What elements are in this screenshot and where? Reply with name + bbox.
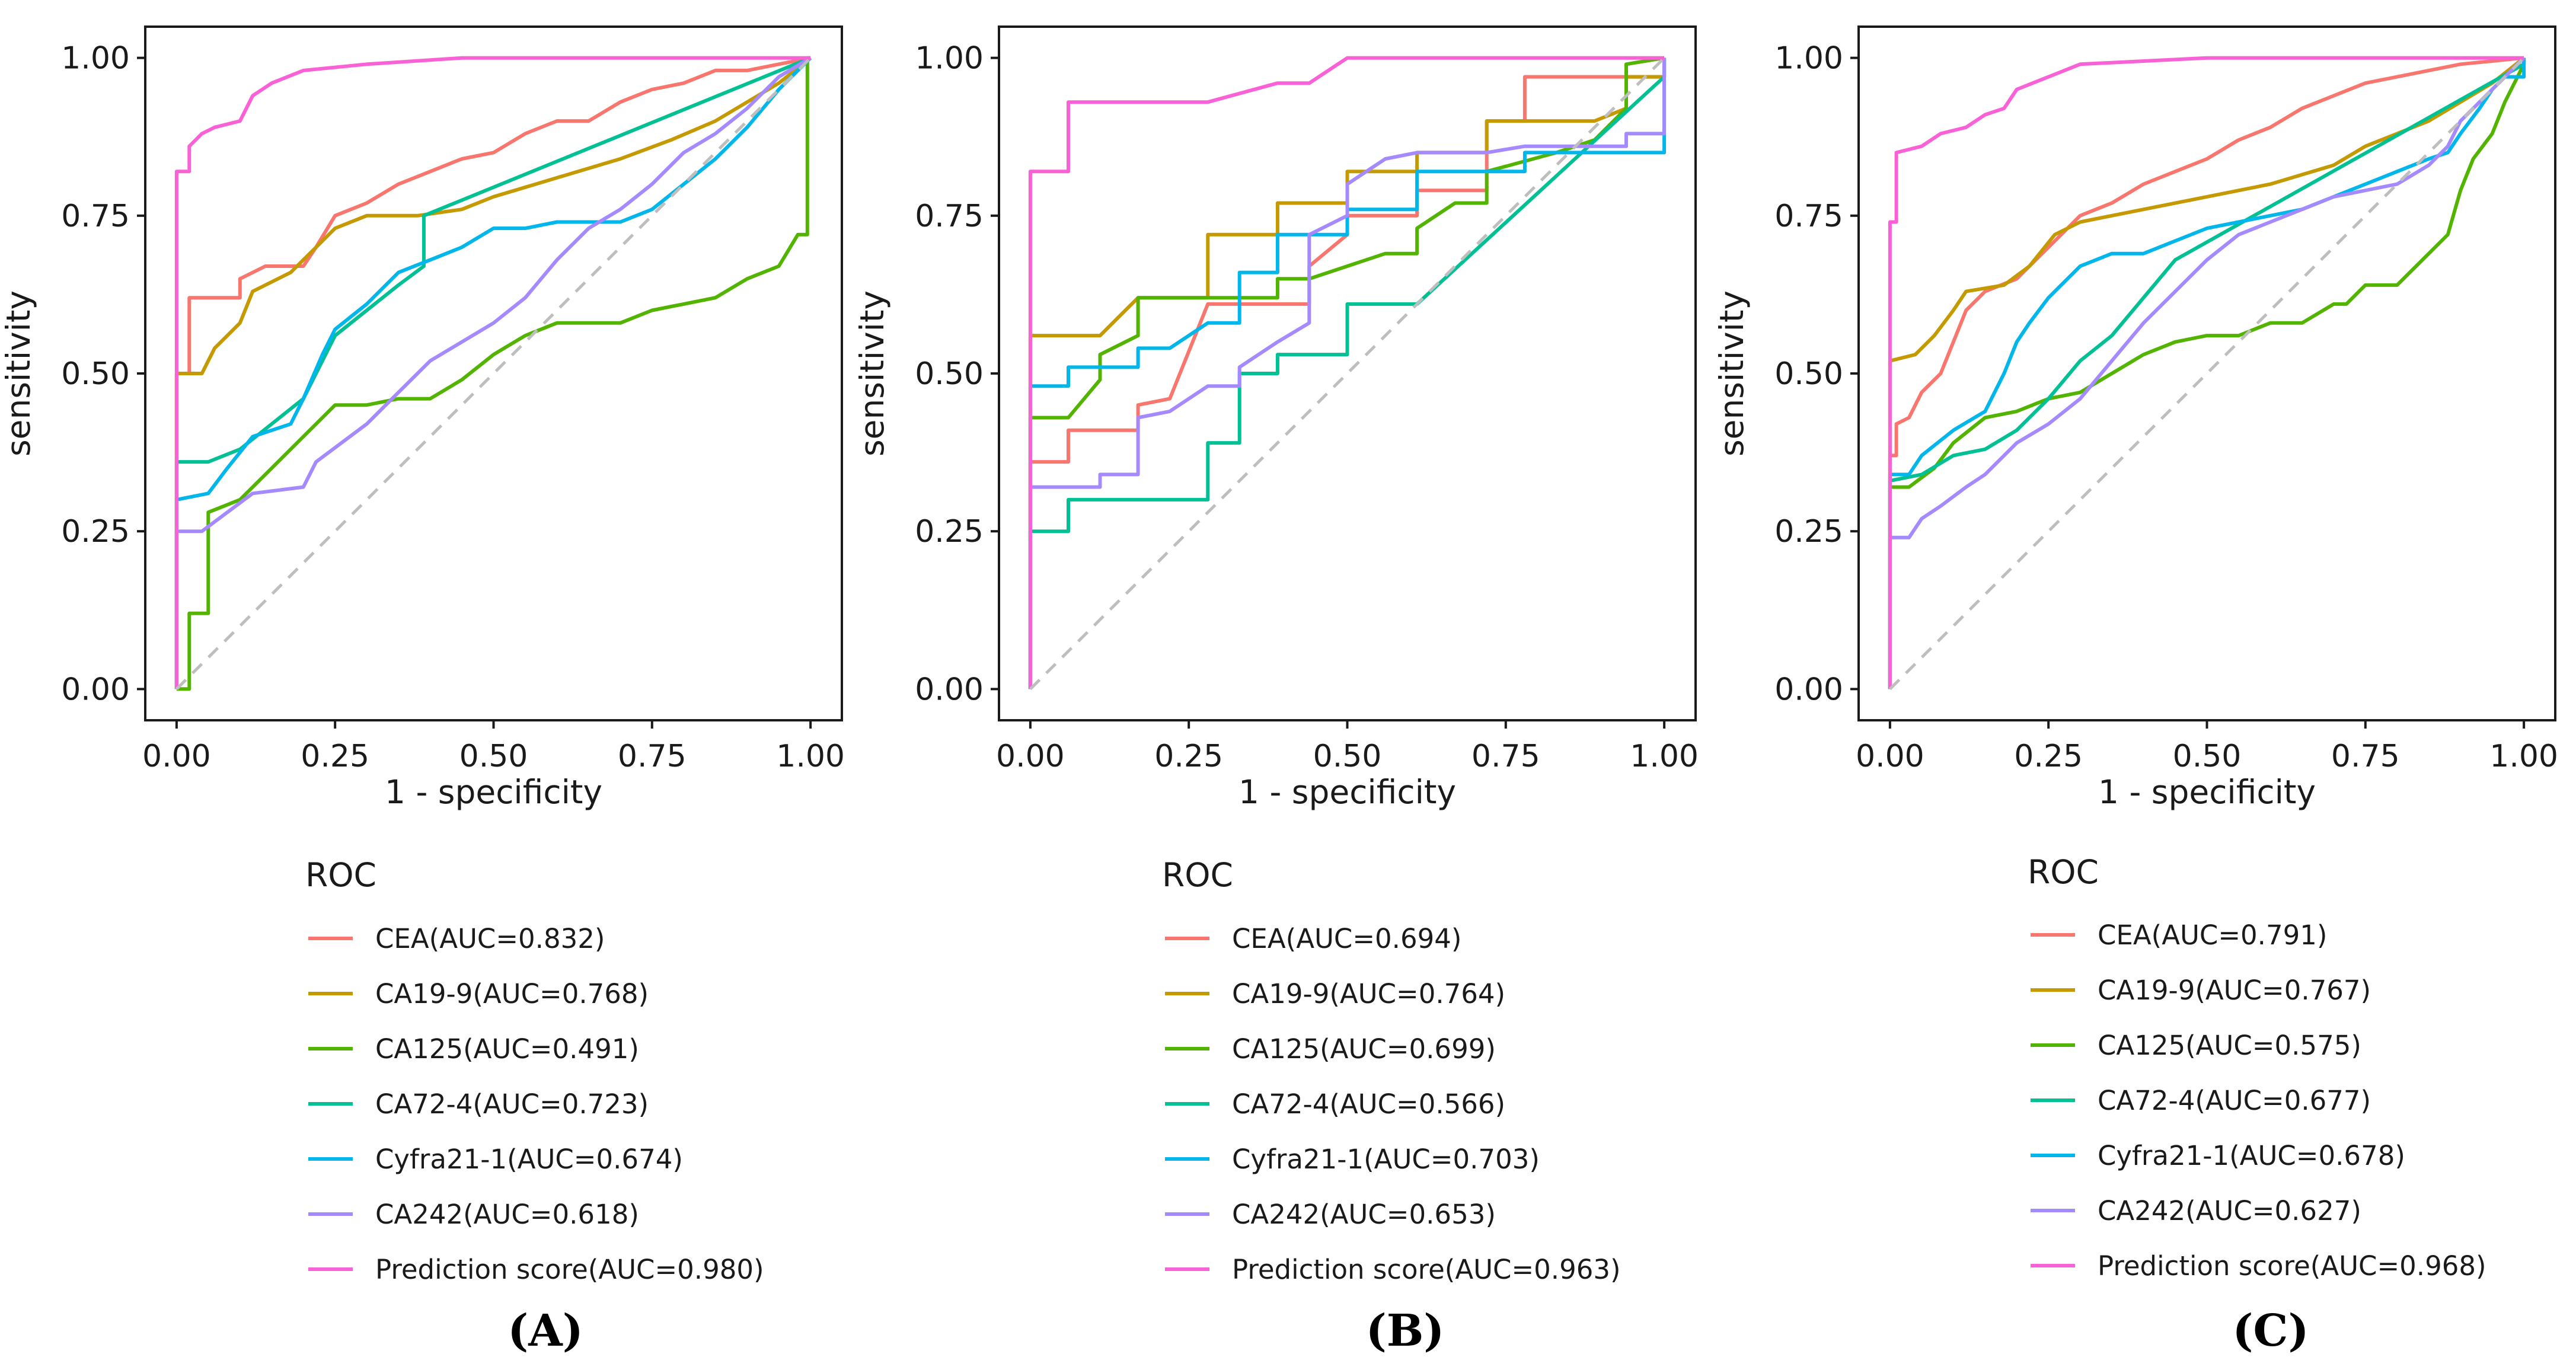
- roc-line-cyfra21-1: [174, 56, 812, 689]
- x-tick-label: 1.00: [776, 739, 845, 774]
- x-tick-label: 0.75: [618, 739, 687, 774]
- roc-line-ca72-4: [1888, 58, 2526, 689]
- roc-line-ca125: [1888, 58, 2526, 689]
- roc-line-prediction-score: [174, 56, 811, 689]
- legend-label-ca19-9: CA19-9(AUC=0.764): [1232, 978, 1505, 1010]
- y-tick-label: 0.50: [61, 356, 130, 392]
- legend-label-ca125: CA125(AUC=0.491): [375, 1033, 639, 1065]
- legend-label-ca242: CA242(AUC=0.627): [2098, 1195, 2361, 1227]
- legend-label-ca125: CA125(AUC=0.699): [1232, 1033, 1496, 1065]
- x-tick-label: 0.00: [996, 739, 1065, 774]
- roc-line-cyfra21-1: [1888, 58, 2526, 689]
- y-axis-title: sensitivity: [1713, 290, 1751, 456]
- x-tick-label: 0.25: [301, 739, 369, 774]
- legend-label-ca72-4: CA72-4(AUC=0.723): [375, 1088, 649, 1120]
- x-tick-label: 0.75: [2331, 739, 2400, 774]
- legend-title: ROC: [2028, 853, 2099, 891]
- roc-line-cea: [174, 56, 811, 689]
- x-tick-label: 0.00: [1856, 739, 1924, 774]
- diagonal-reference-line: [1029, 56, 1665, 691]
- y-tick-label: 0.00: [61, 672, 130, 707]
- x-tick-label: 1.00: [1630, 739, 1699, 774]
- x-tick-label: 0.50: [1313, 739, 1382, 774]
- x-axis-title: 1 - specificity: [2098, 773, 2316, 811]
- y-tick-label: 0.25: [915, 514, 984, 550]
- y-tick-label: 0.75: [915, 199, 984, 234]
- roc-line-cyfra21-1: [1028, 58, 1667, 689]
- legend-label-ca125: CA125(AUC=0.575): [2098, 1030, 2361, 1061]
- roc-panel-1: 0.00 0.25 0.50 0.75 1.00 0.00 0.25 0.50 0.75 1.00…: [0, 25, 845, 1356]
- legend-label-prediction-score: Prediction score(AUC=0.980): [375, 1254, 764, 1285]
- y-tick-label: 1.00: [1774, 41, 1843, 76]
- roc-panel-3: 0.00 0.25 0.50 0.75 1.00 0.00 0.25 0.50 0.75 1.00…: [1713, 25, 2558, 1356]
- x-tick-label: 0.75: [1471, 739, 1540, 774]
- roc-line-ca242: [1028, 58, 1667, 689]
- x-tick-label: 0.50: [459, 739, 528, 774]
- y-axis-title: sensitivity: [0, 290, 37, 456]
- x-tick-label: 0.00: [142, 739, 211, 774]
- roc-line-ca125: [176, 56, 811, 691]
- y-tick-label: 0.50: [915, 356, 984, 392]
- panel-label: (B): [1366, 1305, 1445, 1356]
- roc-line-prediction-score: [1888, 56, 2524, 689]
- legend-label-prediction-score: Prediction score(AUC=0.963): [1232, 1254, 1621, 1285]
- y-axis-title: sensitivity: [853, 290, 891, 456]
- x-tick-label: 1.00: [2489, 739, 2558, 774]
- diagonal-reference-line: [1889, 56, 2525, 691]
- y-tick-label: 0.00: [915, 672, 984, 707]
- legend-label-cyfra21-1: Cyfra21-1(AUC=0.703): [1232, 1144, 1540, 1175]
- legend-label-ca72-4: CA72-4(AUC=0.566): [1232, 1088, 1505, 1120]
- legend-label-cea: CEA(AUC=0.832): [375, 923, 605, 954]
- legend-label-ca242: CA242(AUC=0.653): [1232, 1199, 1496, 1230]
- legend-label-cea: CEA(AUC=0.694): [1232, 923, 1461, 954]
- roc-line-ca19-9: [174, 56, 812, 689]
- x-axis-title: 1 - specificity: [1238, 773, 1456, 811]
- legend-label-cyfra21-1: Cyfra21-1(AUC=0.678): [2098, 1140, 2405, 1171]
- x-tick-label: 0.50: [2173, 739, 2242, 774]
- legend-label-ca72-4: CA72-4(AUC=0.677): [2098, 1085, 2371, 1116]
- roc-line-prediction-score: [1028, 56, 1665, 689]
- roc-line-ca242: [174, 56, 812, 689]
- y-tick-label: 0.25: [61, 514, 130, 550]
- legend-label-prediction-score: Prediction score(AUC=0.968): [2098, 1250, 2486, 1282]
- panel-label: (C): [2233, 1305, 2309, 1356]
- panel-label: (A): [507, 1305, 583, 1356]
- y-tick-label: 1.00: [61, 41, 130, 76]
- legend-label-ca242: CA242(AUC=0.618): [375, 1199, 639, 1230]
- roc-panel-2: 0.00 0.25 0.50 0.75 1.00 0.00 0.25 0.50 0.75 1.00…: [853, 25, 1699, 1356]
- roc-line-ca242: [1888, 56, 2526, 689]
- legend-title: ROC: [305, 856, 376, 894]
- diagonal-reference-line: [175, 56, 812, 691]
- legend-label-cyfra21-1: Cyfra21-1(AUC=0.674): [375, 1144, 683, 1175]
- legend-label-ca19-9: CA19-9(AUC=0.767): [2098, 975, 2371, 1006]
- x-tick-label: 0.25: [2014, 739, 2083, 774]
- legend-title: ROC: [1162, 856, 1233, 894]
- y-tick-label: 0.00: [1774, 672, 1843, 707]
- roc-line-cea: [1888, 56, 2524, 689]
- legend-label-cea: CEA(AUC=0.791): [2098, 919, 2327, 951]
- y-tick-label: 0.25: [1774, 514, 1843, 550]
- y-tick-label: 1.00: [915, 41, 984, 76]
- x-tick-label: 0.25: [1154, 739, 1223, 774]
- y-tick-label: 0.50: [1774, 356, 1843, 392]
- legend-label-ca19-9: CA19-9(AUC=0.768): [375, 978, 649, 1010]
- y-tick-label: 0.75: [1774, 199, 1843, 234]
- y-tick-label: 0.75: [61, 199, 130, 234]
- x-axis-title: 1 - specificity: [385, 773, 602, 811]
